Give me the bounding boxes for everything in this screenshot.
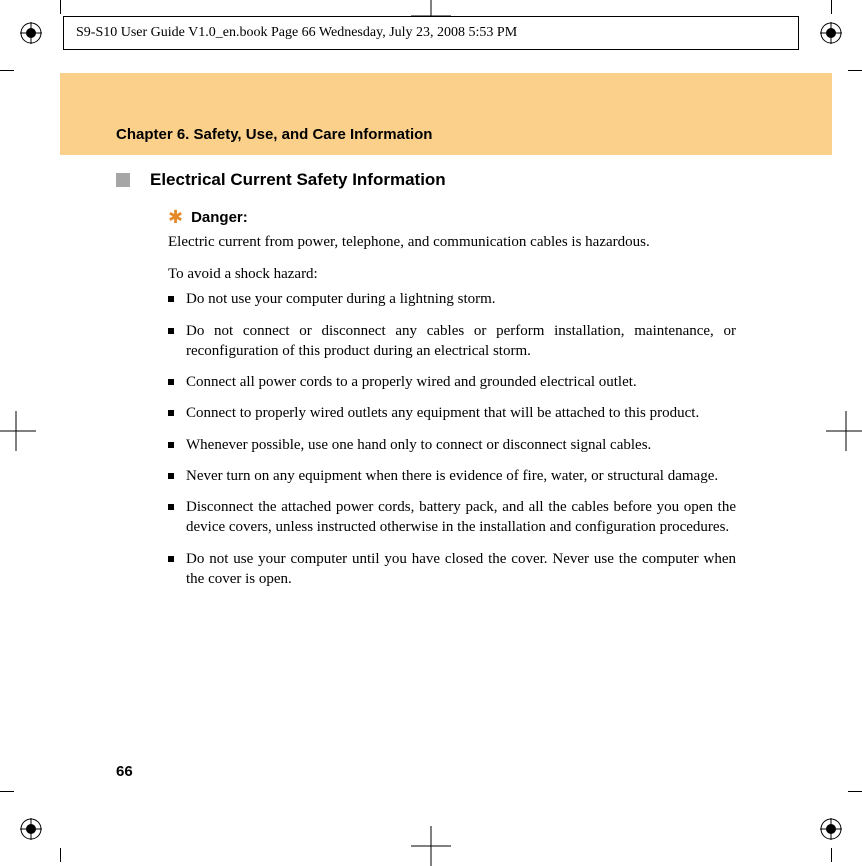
section-heading-row: Electrical Current Safety Information bbox=[116, 170, 736, 190]
crop-tick bbox=[0, 70, 14, 71]
danger-icon: ✱ bbox=[168, 208, 183, 226]
list-item: Connect to properly wired outlets any eq… bbox=[168, 403, 736, 423]
crop-tick bbox=[0, 791, 14, 792]
crosshair-icon bbox=[826, 411, 862, 451]
list-item: Disconnect the attached power cords, bat… bbox=[168, 497, 736, 538]
list-item: Whenever possible, use one hand only to … bbox=[168, 435, 736, 455]
registration-mark-icon bbox=[820, 22, 842, 44]
crop-tick bbox=[831, 0, 832, 14]
crop-tick bbox=[60, 0, 61, 14]
list-item: Do not use your computer during a lightn… bbox=[168, 289, 736, 309]
registration-mark-icon bbox=[20, 818, 42, 840]
lead-text: To avoid a shock hazard: bbox=[168, 266, 736, 283]
crosshair-icon bbox=[0, 411, 36, 451]
chapter-title: Chapter 6. Safety, Use, and Care Informa… bbox=[116, 126, 432, 143]
danger-heading: ✱ Danger: bbox=[168, 208, 736, 226]
header-text: S9-S10 User Guide V1.0_en.book Page 66 W… bbox=[76, 25, 517, 41]
body-content: Electrical Current Safety Information ✱ … bbox=[116, 170, 736, 600]
registration-mark-icon bbox=[20, 22, 42, 44]
list-item: Connect all power cords to a properly wi… bbox=[168, 372, 736, 392]
list-item: Do not connect or disconnect any cables … bbox=[168, 321, 736, 362]
registration-mark-icon bbox=[820, 818, 842, 840]
crop-tick bbox=[848, 70, 862, 71]
list-item: Do not use your computer until you have … bbox=[168, 549, 736, 590]
crop-tick bbox=[831, 848, 832, 862]
chapter-banner: Chapter 6. Safety, Use, and Care Informa… bbox=[60, 73, 832, 155]
section-title: Electrical Current Safety Information bbox=[150, 170, 446, 190]
danger-text: Electric current from power, telephone, … bbox=[168, 232, 736, 252]
crop-tick bbox=[60, 848, 61, 862]
crosshair-icon bbox=[411, 826, 451, 866]
list-item: Never turn on any equipment when there i… bbox=[168, 466, 736, 486]
danger-label: Danger: bbox=[191, 209, 248, 226]
section-bullet-icon bbox=[116, 173, 130, 187]
page-header: S9-S10 User Guide V1.0_en.book Page 66 W… bbox=[63, 16, 799, 50]
safety-list: Do not use your computer during a lightn… bbox=[168, 289, 736, 589]
crop-tick bbox=[848, 791, 862, 792]
page-number: 66 bbox=[116, 763, 133, 780]
